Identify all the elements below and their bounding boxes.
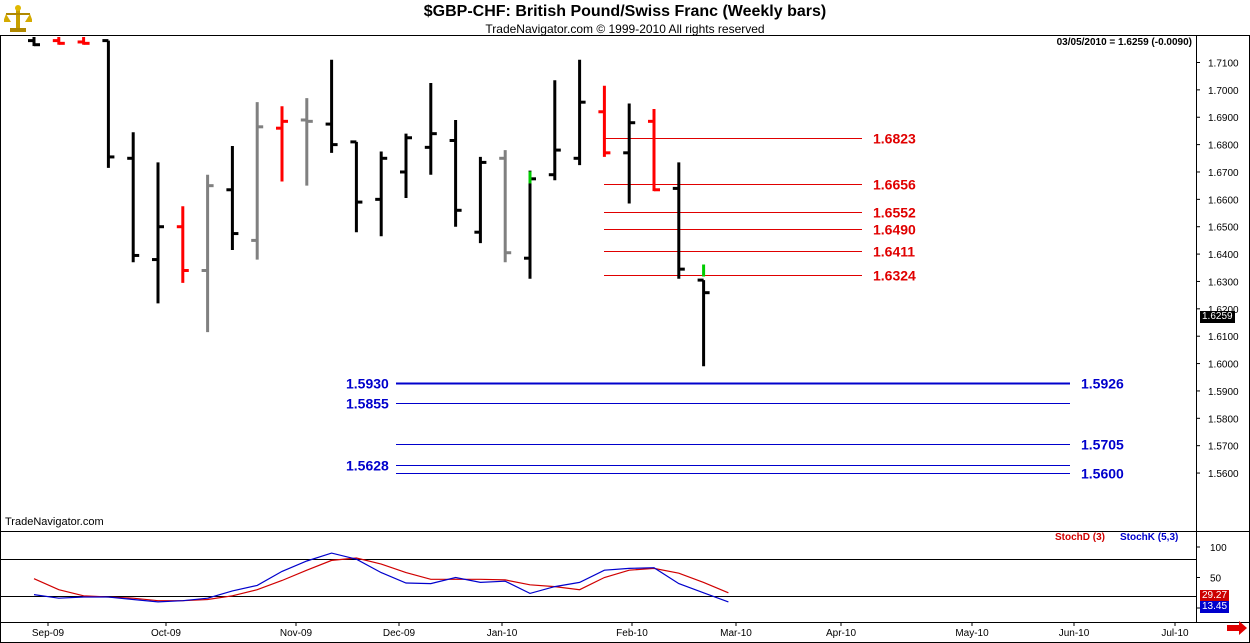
ohlc-bar bbox=[102, 39, 115, 168]
ohlc-bar bbox=[499, 150, 512, 263]
stoch-k-line bbox=[33, 552, 729, 603]
stoch-k-value-badge: 13.45 bbox=[1200, 601, 1230, 613]
price-tick-label: 1.6400 bbox=[1208, 250, 1239, 261]
chart-title: $GBP-CHF: British Pound/Swiss Franc (Wee… bbox=[423, 3, 827, 20]
ohlc-bar bbox=[573, 59, 586, 166]
ohlc-bar bbox=[697, 278, 710, 367]
ohlc-bar bbox=[325, 59, 338, 153]
x-tick-label: Jul-10 bbox=[1161, 628, 1189, 639]
watermark: TradeNavigator.com bbox=[5, 516, 104, 528]
x-tick-label: Jun-10 bbox=[1059, 628, 1090, 639]
price-tick-label: 1.6700 bbox=[1208, 168, 1239, 179]
price-tick-label: 1.6200 bbox=[1208, 305, 1239, 316]
resistance-label: 1.6823 bbox=[873, 131, 916, 147]
legend-stoch-k: StochK (5,3) bbox=[1120, 532, 1179, 543]
ohlc-bar bbox=[548, 80, 561, 181]
price-tick-label: 1.5800 bbox=[1208, 414, 1239, 425]
ohlc-bar bbox=[127, 132, 140, 263]
last-price-badge: 1.6259 bbox=[1200, 311, 1235, 323]
x-tick-label: Oct-09 bbox=[151, 628, 181, 639]
x-tick-label: Apr-10 bbox=[826, 628, 856, 639]
price-tick-label: 1.6500 bbox=[1208, 223, 1239, 234]
resistance-label: 1.6552 bbox=[873, 205, 916, 221]
price-tick-label: 1.5600 bbox=[1208, 469, 1239, 480]
price-tick-label: 1.5700 bbox=[1208, 442, 1239, 453]
ohlc-bar bbox=[474, 156, 487, 244]
gold-balance-icon[interactable] bbox=[3, 4, 33, 34]
legend-stoch-d: StochD (3) bbox=[1055, 532, 1105, 543]
price-tick-label: 1.5900 bbox=[1208, 387, 1239, 398]
resistance-label: 1.6656 bbox=[873, 177, 916, 193]
resistance-label: 1.6324 bbox=[873, 268, 916, 284]
ohlc-bar bbox=[424, 83, 437, 175]
resistance-label: 1.6490 bbox=[873, 222, 916, 238]
price-tick-label: 1.6100 bbox=[1208, 332, 1239, 343]
ohlc-bar bbox=[449, 119, 462, 227]
price-tick-label: 1.6800 bbox=[1208, 141, 1239, 152]
price-tick-label: 1.7000 bbox=[1208, 86, 1239, 97]
x-tick-label: Dec-09 bbox=[383, 628, 416, 639]
price-tick-label: 1.6000 bbox=[1208, 360, 1239, 371]
stoch-tick-label: 100 bbox=[1210, 543, 1227, 554]
ohlc-bar bbox=[672, 162, 685, 279]
x-tick-label: Mar-10 bbox=[720, 628, 752, 639]
stoch-d-line bbox=[33, 557, 729, 602]
price-tick-label: 1.6600 bbox=[1208, 195, 1239, 206]
ohlc-bar bbox=[152, 162, 164, 304]
support-label-right: 1.5926 bbox=[1081, 376, 1124, 392]
x-tick-label: May-10 bbox=[955, 628, 989, 639]
ohlc-bar bbox=[77, 37, 90, 45]
x-tick-label: Nov-09 bbox=[280, 628, 313, 639]
support-label-left: 1.5930 bbox=[346, 376, 389, 392]
ohlc-bar bbox=[375, 151, 388, 237]
ohlc-bar bbox=[400, 133, 412, 198]
stoch-d-value-badge: 29.27 bbox=[1200, 590, 1230, 602]
resistance-label: 1.6411 bbox=[873, 244, 915, 260]
ohlc-bar bbox=[623, 103, 636, 204]
last-quote: 03/05/2010 = 1.6259 (-0.0090) bbox=[1056, 37, 1192, 48]
ohlc-bar bbox=[300, 98, 313, 186]
ohlc-bar bbox=[350, 140, 363, 233]
ohlc-bar bbox=[176, 206, 189, 283]
x-tick-label: Feb-10 bbox=[616, 628, 648, 639]
support-label-right: 1.5705 bbox=[1081, 437, 1124, 453]
support-label-left: 1.5628 bbox=[346, 458, 389, 474]
red-arrow-right-icon[interactable] bbox=[1226, 621, 1248, 635]
ohlc-bar bbox=[28, 37, 40, 47]
support-label-left: 1.5855 bbox=[346, 396, 389, 412]
price-tick-label: 1.6900 bbox=[1208, 113, 1239, 124]
ohlc-bar bbox=[52, 37, 65, 45]
ohlc-bar bbox=[201, 174, 214, 333]
ohlc-bar bbox=[648, 109, 660, 192]
price-tick-label: 1.7100 bbox=[1208, 59, 1239, 70]
support-label-right: 1.5600 bbox=[1081, 466, 1124, 482]
x-tick-label: Sep-09 bbox=[32, 628, 65, 639]
ohlc-bar bbox=[276, 106, 288, 182]
ohlc-bar bbox=[251, 102, 264, 260]
ohlc-bar bbox=[226, 145, 239, 250]
price-tick-label: 1.6300 bbox=[1208, 277, 1239, 288]
ohlc-bar bbox=[524, 170, 536, 279]
x-tick-label: Jan-10 bbox=[487, 628, 518, 639]
ohlc-bar bbox=[598, 85, 611, 157]
outer-frame bbox=[0, 35, 1250, 643]
copyright-notice: TradeNavigator.com © 1999-2010 All right… bbox=[485, 22, 765, 36]
stoch-tick-label: 50 bbox=[1210, 574, 1222, 585]
